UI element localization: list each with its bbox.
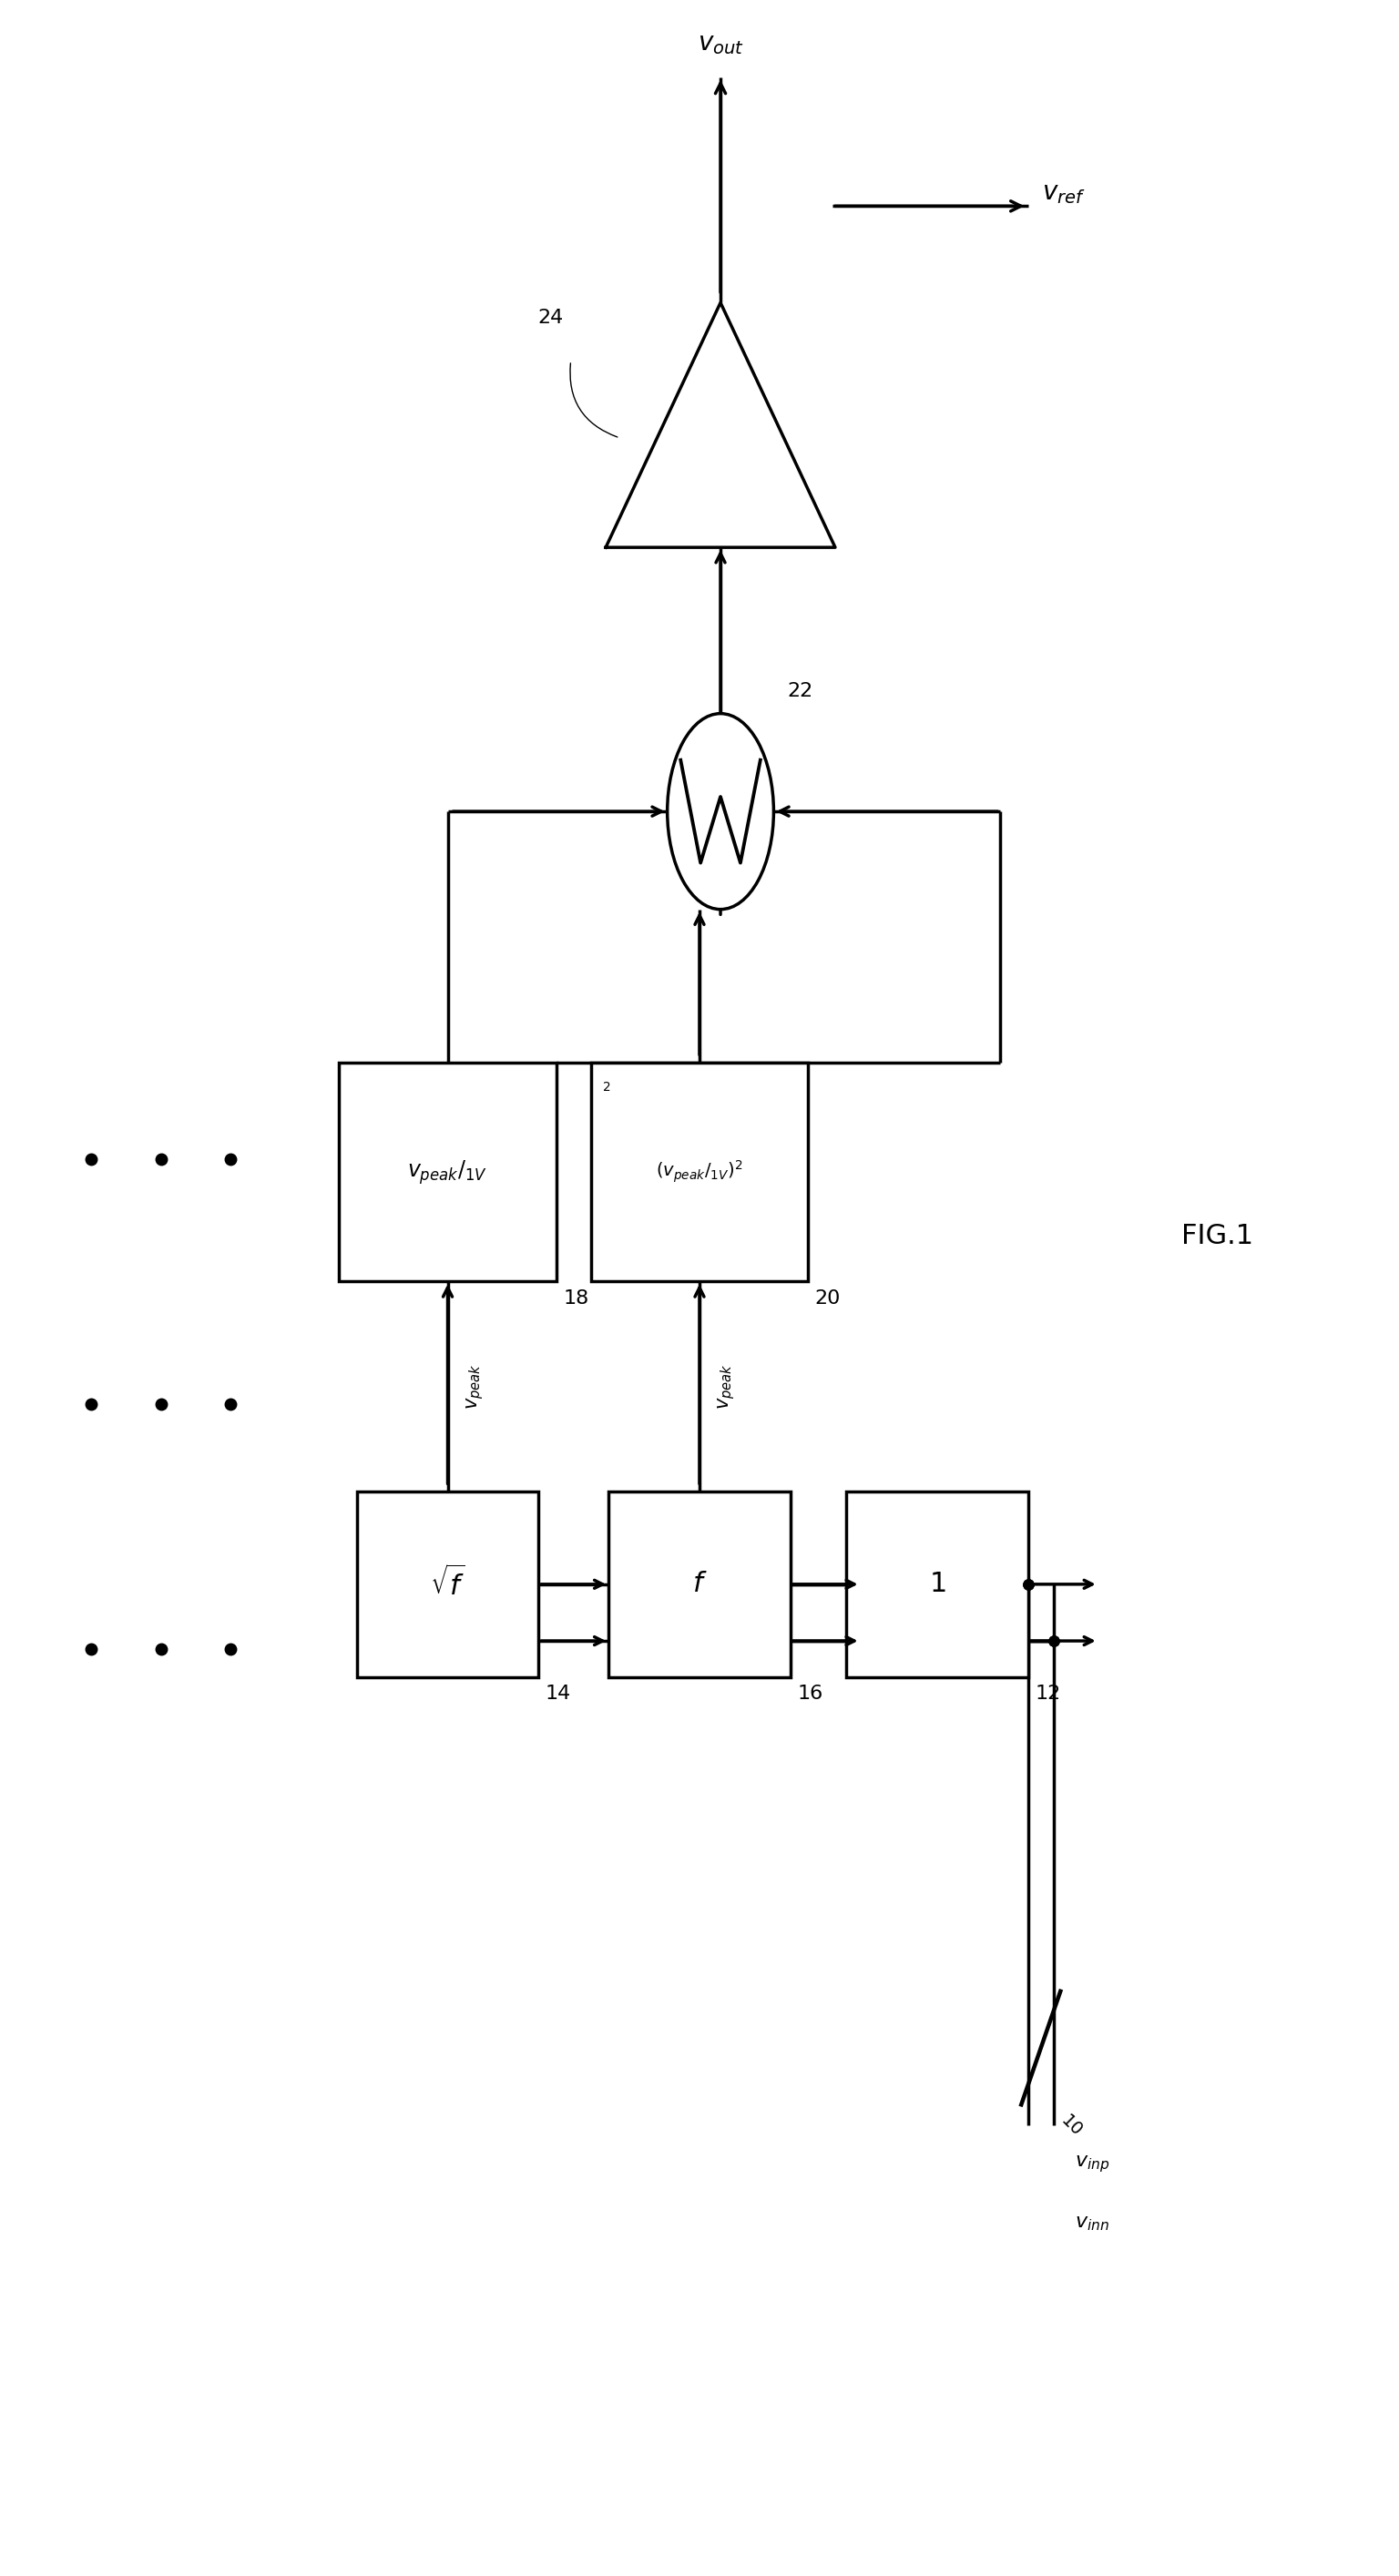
Text: $1$: $1$: [929, 1571, 946, 1597]
Bar: [357, 1492, 539, 1677]
Text: FIG.1: FIG.1: [1181, 1224, 1254, 1249]
Text: $v_{out}$: $v_{out}$: [697, 31, 744, 57]
Text: $(v_{peak}/_{1V})^2$: $(v_{peak}/_{1V})^2$: [656, 1159, 743, 1185]
Text: $v_{inn}$: $v_{inn}$: [1074, 2213, 1109, 2233]
Text: $\sqrt{f}$: $\sqrt{f}$: [431, 1566, 464, 1602]
Text: $v_{peak}$: $v_{peak}$: [464, 1363, 485, 1409]
Text: 18: 18: [562, 1288, 589, 1309]
Text: $v_{ref}$: $v_{ref}$: [1042, 180, 1086, 206]
Text: $v_{peak}$: $v_{peak}$: [716, 1363, 737, 1409]
Text: $^2$: $^2$: [602, 1082, 611, 1100]
Text: 24: 24: [539, 309, 564, 327]
Text: $v_{inp}$: $v_{inp}$: [1074, 2154, 1109, 2174]
Text: 20: 20: [814, 1288, 841, 1309]
Text: 12: 12: [1035, 1685, 1060, 1703]
Text: $v_{peak}/_{1V}$: $v_{peak}/_{1V}$: [407, 1159, 488, 1185]
Bar: [846, 1492, 1028, 1677]
Bar: [590, 1061, 809, 1280]
Text: 14: 14: [546, 1685, 571, 1703]
Text: 10: 10: [1058, 2112, 1086, 2141]
Text: $f$: $f$: [693, 1571, 706, 1597]
Text: 16: 16: [797, 1685, 823, 1703]
Bar: [339, 1061, 555, 1280]
Text: 22: 22: [788, 683, 813, 701]
Circle shape: [667, 714, 774, 909]
Bar: [609, 1492, 790, 1677]
